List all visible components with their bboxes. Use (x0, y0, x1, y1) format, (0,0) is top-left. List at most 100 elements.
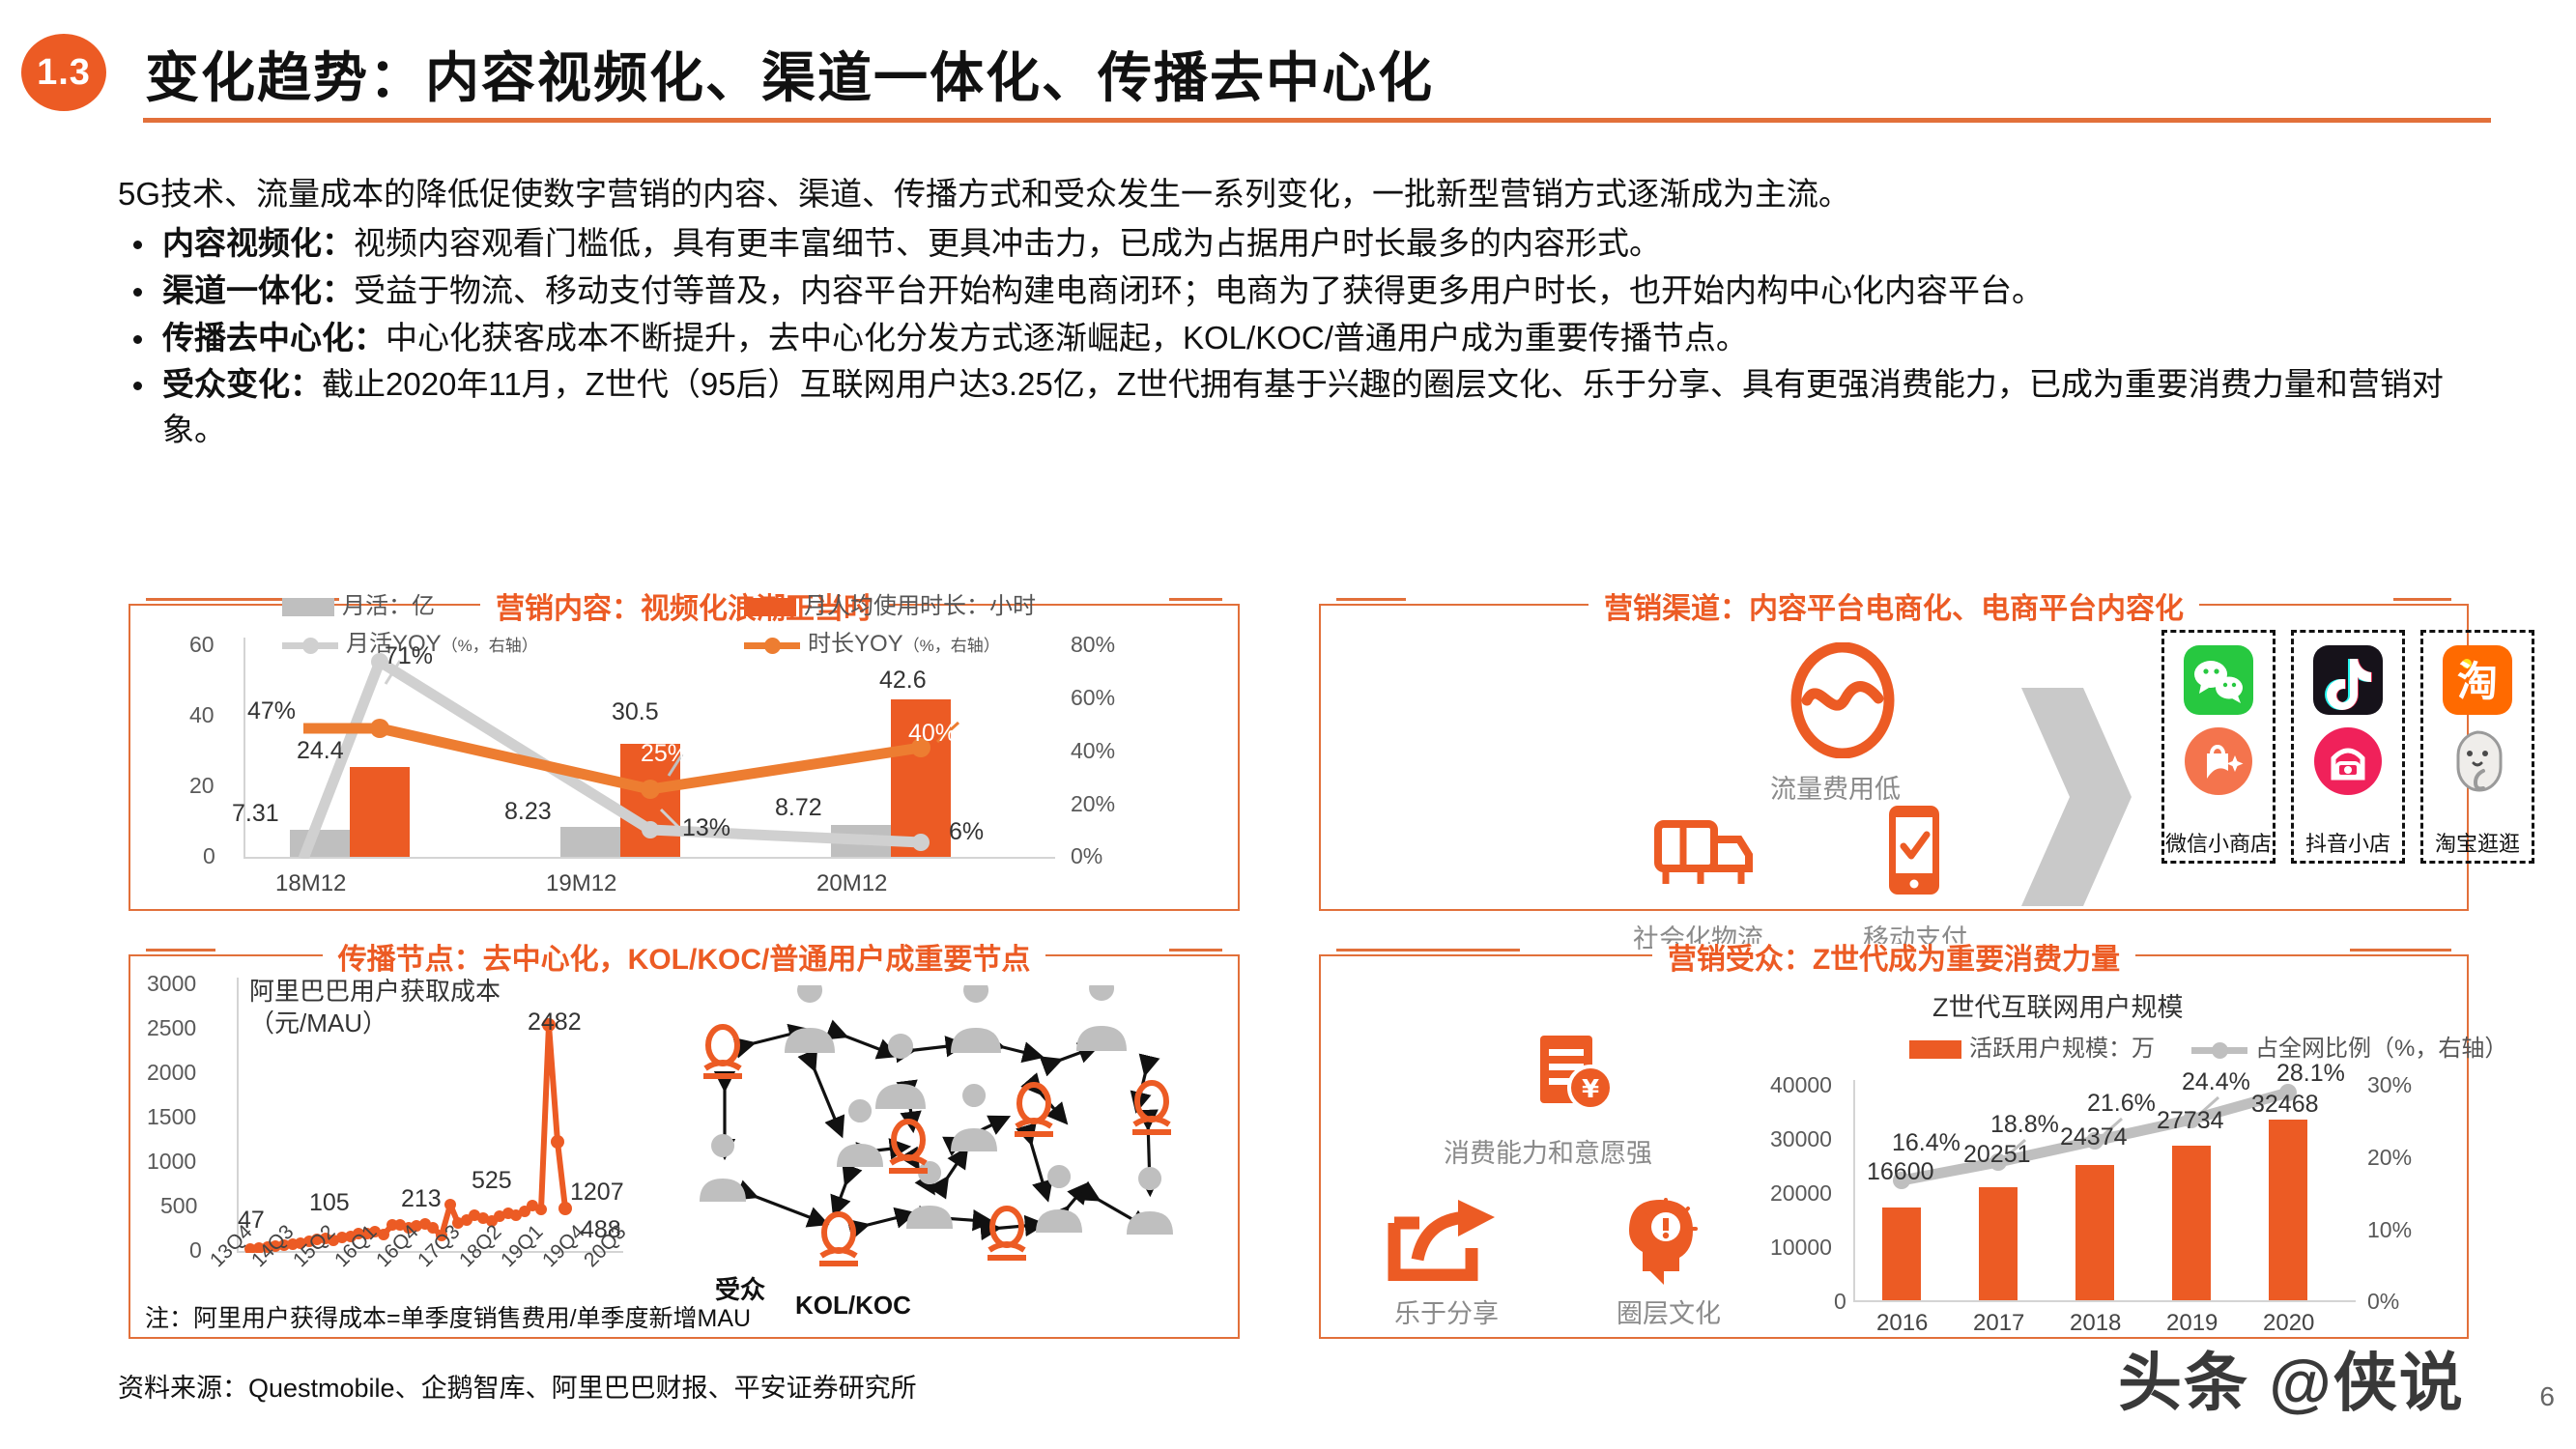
label-duration-19M12: 30.5 (612, 698, 659, 725)
panel-distribution-nodes (129, 954, 1240, 1339)
trait-label-spending-power: 消费能力和意愿强 (1444, 1139, 1652, 1168)
label-mau-yoy-18M12: 71% (385, 642, 434, 669)
cac-annotation-1207: 1207 (570, 1179, 624, 1206)
watermark: 头条 @侠说 (2118, 1347, 2465, 1418)
truck-icon (1654, 820, 1753, 884)
bullet-text: 受益于物流、移动支付等普及，内容平台开始构建电商闭环；电商为了获得更多用户时长，… (354, 271, 2044, 308)
mobile-check-icon (1889, 806, 1939, 895)
label-share-2018: 21.6% (2087, 1090, 2156, 1117)
legend-item-genz-share: 占全网比例（%，右轴） (2191, 1029, 2507, 1063)
svg-text:¥: ¥ (1582, 1075, 1599, 1104)
chart-1-plot (243, 638, 1055, 859)
douyin-icon (2313, 645, 2383, 715)
app-label-taobao-guangguang: 淘宝逛逛 (2434, 832, 2520, 856)
bullet-text: 截止2020年11月，Z世代（95后）互联网用户达3.25亿，Z世代拥有基于兴趣… (162, 366, 2444, 448)
list-item: 渠道一体化：受益于物流、移动支付等普及，内容平台开始构建电商闭环；电商为了获得更… (118, 269, 2495, 314)
network-label-audience: 受众 (715, 1275, 766, 1304)
title-rule-left (146, 598, 339, 601)
y2-tick-80: 80% (1071, 632, 1116, 657)
y-tick-40: 40 (189, 702, 215, 727)
svg-text:淘: 淘 (2457, 658, 2498, 705)
network-diagram (700, 985, 1173, 1266)
wechat-shop-icon (2185, 727, 2252, 795)
y-tick-20: 20 (189, 773, 215, 798)
title-rule-right (2350, 949, 2451, 952)
genz-x-2016: 2016 (1876, 1310, 1929, 1336)
x-tick-20M12: 20M12 (816, 870, 888, 896)
label-duration-18M12: 24.4 (297, 737, 344, 764)
chart-note: 注：阿里用户获得成本=单季度销售费用/单季度新增MAU (145, 1305, 752, 1332)
x-tick-19M12: 19M12 (546, 870, 617, 896)
y2-tick-60: 60% (1071, 685, 1116, 710)
legend-swatch-mau (282, 598, 334, 617)
label-genz-2020: 32468 (2251, 1091, 2319, 1118)
panel-4-title-bar: 营销受众：Z世代成为重要消费力量 (1319, 927, 2469, 976)
label-share-2019: 24.4% (2182, 1068, 2250, 1095)
share-icon (1388, 1200, 1495, 1281)
title-rule-left (146, 949, 215, 952)
label-share-2020: 28.1% (2276, 1060, 2345, 1087)
bar-genz-2020 (2269, 1120, 2307, 1300)
panel-2-title: 营销渠道：内容平台电商化、电商平台内容化 (1319, 584, 2469, 627)
app-box-taobao[interactable] (2420, 630, 2534, 864)
app-box-douyin[interactable] (2291, 630, 2405, 864)
panel-3-title: 传播节点：去中心化，KOL/KOC/普通用户成重要节点 (129, 935, 1240, 978)
bar-mau-18M12 (290, 830, 350, 857)
invoice-yen-icon: ¥ (1540, 1036, 1614, 1111)
label-genz-2016: 16600 (1867, 1158, 1934, 1185)
label-mau-19M12: 8.23 (504, 798, 552, 825)
bar-duration-18M12 (350, 767, 410, 857)
cac-annotation-213: 213 (401, 1185, 442, 1212)
label-mau-yoy-19M12: 13% (682, 814, 731, 841)
title-rule-left (1336, 949, 1520, 952)
legend-item-genz-users: 活跃用户规模：万 (1909, 1029, 2155, 1063)
cac-annotation-2482: 2482 (528, 1009, 582, 1036)
genz-chart-title: Z世代互联网用户规模 (1932, 993, 2184, 1022)
taobao-guangguang-icon (2456, 730, 2503, 792)
feature-label-traffic-cost: 流量费用低 (1770, 775, 1901, 804)
x-tick-18M12: 18M12 (275, 870, 347, 896)
app-box-wechat[interactable] (2161, 630, 2275, 864)
section-number-badge: 1.3 (21, 34, 106, 111)
genz-y-30000: 30000 (1770, 1126, 1832, 1151)
app-label-douyin-shop: 抖音小店 (2304, 832, 2390, 856)
bar-genz-2019 (2172, 1146, 2211, 1300)
cac-chart-title: 阿里巴巴用户获取成本（元/MAU） (249, 977, 501, 1037)
list-item: 内容视频化：视频内容观看门槛低，具有更丰富细节、更具冲击力，已成为占据用户时长最… (118, 221, 2495, 267)
panel-1-title: 营销内容：视频化浪潮正当时 (129, 584, 1240, 627)
title-rule-left (1336, 598, 1406, 601)
y2-tick-0: 0% (1071, 843, 1103, 868)
genz-x-2018: 2018 (2070, 1310, 2122, 1336)
page-title: 变化趋势：内容视频化、渠道一体化、传播去中心化 (145, 47, 1434, 108)
genz-x-2019: 2019 (2166, 1310, 2218, 1336)
bar-genz-2018 (2075, 1165, 2114, 1300)
wave-circle-icon (1790, 642, 1895, 758)
cac-annotation-105: 105 (309, 1189, 350, 1216)
cac-y-0: 0 (189, 1237, 202, 1263)
panel-3-title-bar: 传播节点：去中心化，KOL/KOC/普通用户成重要节点 (129, 927, 1240, 976)
legend-swatch-genz-users (1909, 1040, 1961, 1060)
cac-annotation-525: 525 (472, 1167, 512, 1194)
genz-y2-30: 30% (2367, 1072, 2413, 1097)
chart-3-plot (1853, 1080, 2356, 1302)
genz-y-20000: 20000 (1770, 1180, 1832, 1206)
page-number: 6 (2539, 1381, 2555, 1411)
legend-line-duration-yoy (744, 636, 800, 655)
label-mau-20M12: 8.72 (775, 794, 822, 821)
label-share-2017: 18.8% (1990, 1111, 2059, 1138)
source-note: 资料来源：Questmobile、企鹅智库、阿里巴巴财报、平安证券研究所 (118, 1374, 917, 1403)
cac-y-1500: 1500 (147, 1104, 197, 1129)
genz-y-40000: 40000 (1770, 1072, 1832, 1097)
app-label-wechat-shop: 微信小商店 (2164, 832, 2272, 856)
label-duration-yoy-19M12: 25% (641, 740, 690, 767)
cac-y-500: 500 (160, 1193, 198, 1218)
bullet-list: 内容视频化：视频内容观看门槛低，具有更丰富细节、更具冲击力，已成为占据用户时长最… (118, 221, 2495, 453)
legend-item-mau: 月活：亿 (282, 586, 435, 620)
panel-1-title-bar: 营销内容：视频化浪潮正当时 (129, 577, 1240, 625)
title-rule-right (2393, 598, 2451, 601)
legend-item-duration: 月人均使用时长：小时 (744, 586, 1036, 620)
trait-label-circle-culture: 圈层文化 (1617, 1299, 1721, 1328)
bar-duration-20M12 (891, 699, 951, 857)
body-copy: 5G技术、流量成本的降低促使数字营销的内容、渠道、传播方式和受众发生一系列变化，… (118, 172, 2495, 455)
trait-label-sharing: 乐于分享 (1394, 1299, 1499, 1328)
